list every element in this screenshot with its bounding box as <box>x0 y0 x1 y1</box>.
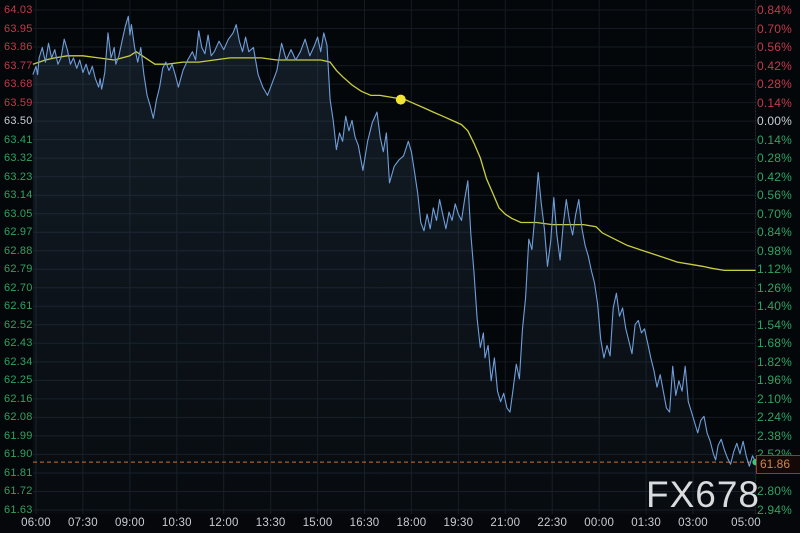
last-price-tag: 61.86 <box>756 455 800 474</box>
time-axis-band <box>0 514 800 533</box>
